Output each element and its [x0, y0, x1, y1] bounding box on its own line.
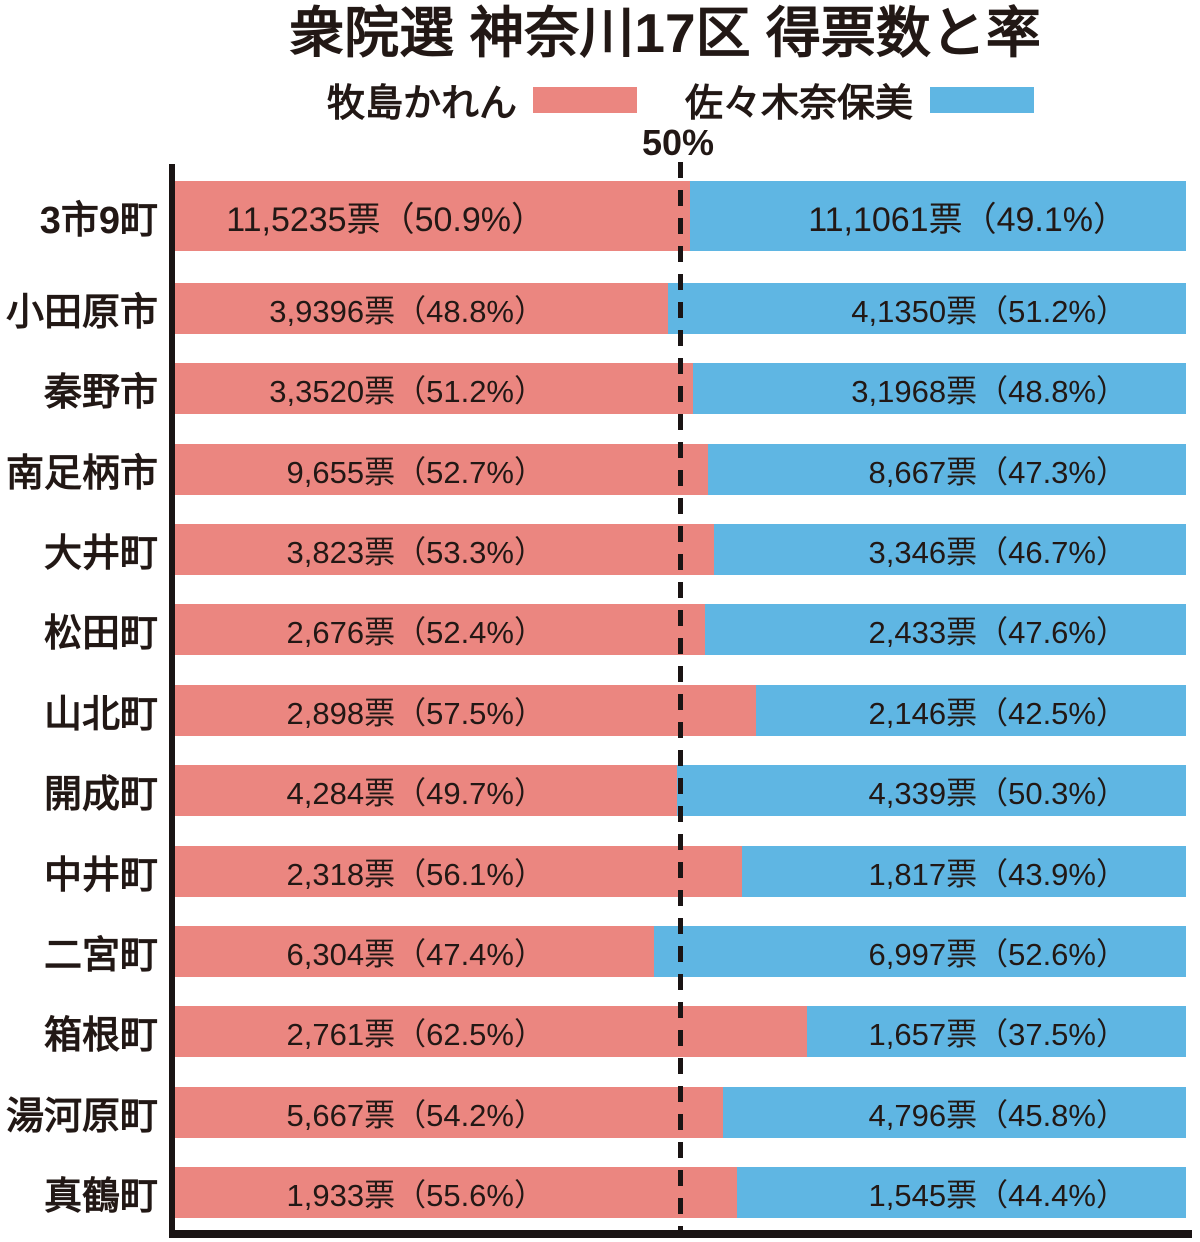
votes-makishima: 2,676票（52.4%） [286, 615, 545, 650]
votes-makishima: 5,667票（54.2%） [286, 1098, 545, 1133]
votes-sasaki: 1,817票（43.9%） [868, 857, 1127, 892]
votes-sasaki: 4,1350票（51.2%） [851, 294, 1127, 329]
row-label-4: 南足柄市 [5, 453, 158, 495]
bar-row: 2,318票（56.1%） 1,817票（43.9%） [175, 846, 1186, 897]
row-label-10: 二宮町 [43, 935, 158, 977]
votes-makishima: 6,304票（47.4%） [286, 937, 545, 972]
bar-sasaki [707, 444, 1186, 495]
bar-row: 3,823票（53.3%） 3,346票（46.7%） [175, 524, 1186, 575]
legend-sasaki-swatch [930, 87, 1034, 113]
bar-row: 2,898票（57.5%） 2,146票（42.5%） [175, 685, 1186, 736]
votes-makishima: 2,761票（62.5%） [286, 1017, 545, 1052]
votes-makishima: 3,9396票（48.8%） [269, 294, 545, 329]
bar-sasaki [722, 1087, 1186, 1138]
fifty-percent-dashed-line [678, 162, 683, 1230]
bar-makishima [175, 1006, 807, 1057]
bar-sasaki [742, 846, 1186, 897]
bar-row: 1,933票（55.6%） 1,545票（44.4%） [175, 1167, 1186, 1218]
bar-makishima [175, 181, 690, 251]
bar-row: 2,676票（52.4%） 2,433票（47.6%） [175, 604, 1186, 655]
row-label-1: 3市9町 [39, 199, 158, 242]
bar-makishima [175, 524, 714, 575]
row-label-13: 真鶴町 [43, 1176, 158, 1218]
votes-makishima: 1,933票（55.6%） [286, 1178, 545, 1213]
bar-row: 6,304票（47.4%） 6,997票（52.6%） [175, 926, 1186, 977]
chart-title: 衆院選 神奈川17区 得票数と率 [289, 2, 1041, 64]
row-label-3: 秦野市 [43, 372, 158, 414]
bar-makishima [175, 283, 669, 334]
row-label-6: 松田町 [43, 613, 158, 655]
votes-sasaki: 11,1061票（49.1%） [808, 200, 1127, 239]
votes-sasaki: 2,146票（42.5%） [868, 696, 1127, 731]
bar-makishima [175, 685, 757, 736]
bar-makishima [175, 444, 708, 495]
bar-sasaki [654, 926, 1186, 977]
votes-makishima: 11,5235票（50.9%） [226, 200, 545, 239]
bar-sasaki [668, 283, 1186, 334]
row-label-8: 開成町 [43, 774, 158, 816]
bar-makishima [175, 765, 678, 816]
row-label-2: 小田原市 [5, 292, 158, 334]
x-axis-line [169, 1230, 1192, 1238]
legend-sasaki-label: 佐々木奈保美 [684, 82, 913, 125]
votes-sasaki: 1,545票（44.4%） [868, 1178, 1127, 1213]
row-label-9: 中井町 [43, 855, 158, 897]
bar-row: 3,9396票（48.8%） 4,1350票（51.2%） [175, 283, 1186, 334]
bar-makishima [175, 363, 693, 414]
bar-makishima [175, 1087, 723, 1138]
row-label-5: 大井町 [43, 533, 158, 575]
fifty-percent-label: 50% [641, 122, 715, 163]
votes-makishima: 2,318票（56.1%） [286, 857, 545, 892]
votes-sasaki: 1,657票（37.5%） [868, 1017, 1127, 1052]
legend-makishima-label: 牧島かれん [326, 82, 517, 125]
bar-sasaki [737, 1167, 1186, 1218]
bar-row: 9,655票（52.7%） 8,667票（47.3%） [175, 444, 1186, 495]
votes-sasaki: 3,1968票（48.8%） [851, 374, 1127, 409]
votes-makishima: 3,3520票（51.2%） [269, 374, 545, 409]
row-label-11: 箱根町 [43, 1015, 158, 1057]
bar-row: 2,761票（62.5%） 1,657票（37.5%） [175, 1006, 1186, 1057]
bar-sasaki [806, 1006, 1186, 1057]
bar-row: 4,284票（49.7%） 4,339票（50.3%） [175, 765, 1186, 816]
bar-makishima [175, 1167, 738, 1218]
votes-sasaki: 2,433票（47.6%） [868, 615, 1127, 650]
votes-makishima: 9,655票（52.7%） [286, 455, 545, 490]
bar-row: 3,3520票（51.2%） 3,1968票（48.8%） [175, 363, 1186, 414]
votes-sasaki: 3,346票（46.7%） [868, 535, 1127, 570]
bar-sasaki [689, 181, 1186, 251]
bar-row: 11,5235票（50.9%） 11,1061票（49.1%） [175, 181, 1186, 251]
votes-sasaki: 4,796票（45.8%） [868, 1098, 1127, 1133]
votes-makishima: 2,898票（57.5%） [286, 696, 545, 731]
bar-makishima [175, 846, 743, 897]
votes-sasaki: 6,997票（52.6%） [868, 937, 1127, 972]
y-axis-line [169, 164, 175, 1236]
bar-makishima [175, 604, 705, 655]
legend-makishima-swatch [533, 87, 637, 113]
bar-sasaki [677, 765, 1186, 816]
bar-sasaki [756, 685, 1186, 736]
votes-makishima: 3,823票（53.3%） [286, 535, 545, 570]
bar-sasaki [704, 604, 1186, 655]
votes-makishima: 4,284票（49.7%） [286, 776, 545, 811]
bar-sasaki [692, 363, 1186, 414]
bar-row: 5,667票（54.2%） 4,796票（45.8%） [175, 1087, 1186, 1138]
votes-sasaki: 8,667票（47.3%） [868, 455, 1127, 490]
row-label-12: 湯河原町 [5, 1096, 158, 1138]
bar-sasaki [713, 524, 1186, 575]
votes-sasaki: 4,339票（50.3%） [868, 776, 1127, 811]
row-label-7: 山北町 [43, 694, 158, 736]
bar-makishima [175, 926, 655, 977]
